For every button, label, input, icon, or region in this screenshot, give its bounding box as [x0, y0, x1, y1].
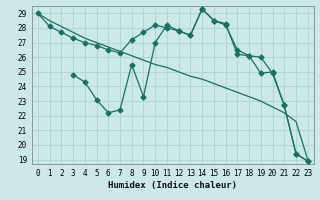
X-axis label: Humidex (Indice chaleur): Humidex (Indice chaleur) — [108, 181, 237, 190]
